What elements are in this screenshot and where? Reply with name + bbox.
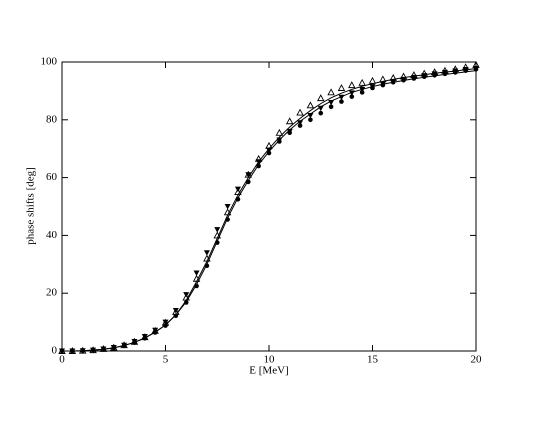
point [213, 231, 222, 239]
point [80, 348, 85, 354]
point [225, 217, 230, 222]
point [380, 82, 386, 88]
point [473, 66, 479, 72]
point [359, 86, 366, 93]
point [266, 147, 272, 154]
point [142, 335, 148, 341]
point [193, 270, 200, 276]
point [463, 68, 468, 73]
point [317, 105, 324, 112]
curve [62, 68, 477, 352]
point [306, 101, 315, 109]
point [359, 90, 365, 95]
point [327, 88, 335, 96]
point [287, 130, 293, 136]
point [307, 112, 314, 119]
y-tick-label: 100 [41, 56, 58, 68]
point [285, 117, 294, 125]
point [132, 340, 137, 345]
point [234, 188, 242, 195]
point [338, 94, 345, 101]
point [401, 77, 406, 83]
point [308, 117, 313, 123]
point [204, 263, 210, 269]
y-tick-label: 80 [46, 113, 58, 125]
point [152, 330, 158, 335]
point [432, 72, 437, 78]
y-axis-label: phase shifts [deg] [25, 167, 37, 245]
point [453, 70, 458, 75]
point [256, 163, 261, 169]
point [390, 79, 396, 85]
x-tick-label: 5 [163, 354, 169, 366]
point [203, 250, 210, 256]
point [183, 292, 190, 298]
point [223, 208, 232, 216]
point [328, 104, 334, 110]
point [121, 343, 127, 349]
point [421, 74, 427, 80]
point [368, 76, 377, 84]
point [277, 139, 282, 144]
point [192, 274, 201, 282]
point [194, 283, 199, 289]
point [328, 99, 335, 106]
point [349, 94, 355, 99]
point [246, 179, 251, 185]
y-tick-label: 20 [46, 287, 58, 299]
point [214, 227, 221, 233]
point [411, 76, 417, 81]
x-tick-label: 10 [264, 354, 276, 366]
point [266, 150, 272, 156]
point [348, 81, 356, 89]
x-tick-label: 0 [59, 354, 65, 366]
point [275, 128, 284, 136]
point [337, 84, 346, 91]
point [203, 254, 211, 262]
point [255, 159, 262, 165]
point [235, 196, 241, 202]
point [111, 345, 117, 351]
x-tick-label: 15 [367, 354, 379, 366]
point [318, 110, 324, 116]
y-tick-label: 60 [46, 171, 58, 183]
point [296, 108, 304, 116]
point [245, 172, 252, 178]
point [162, 319, 169, 326]
point [234, 186, 241, 193]
y-tick-label: 0 [52, 345, 58, 357]
point [442, 71, 448, 77]
point [182, 293, 190, 301]
point [224, 204, 231, 210]
plot-frame [61, 61, 477, 352]
point [101, 346, 106, 352]
point [163, 323, 168, 328]
point [59, 348, 65, 354]
point [316, 94, 325, 102]
point [173, 313, 179, 319]
y-tick-label: 40 [46, 229, 58, 241]
point [348, 90, 355, 96]
point [358, 78, 366, 86]
curve [62, 70, 477, 352]
x-axis-label: E [MeV] [249, 365, 288, 377]
point [70, 348, 75, 354]
point [297, 120, 304, 126]
point [214, 240, 220, 245]
point [339, 99, 344, 104]
point [265, 141, 273, 149]
point [172, 308, 179, 314]
x-tick-label: 20 [471, 354, 483, 366]
point [370, 85, 375, 91]
point [90, 347, 96, 353]
point [183, 300, 189, 305]
point [297, 123, 303, 128]
